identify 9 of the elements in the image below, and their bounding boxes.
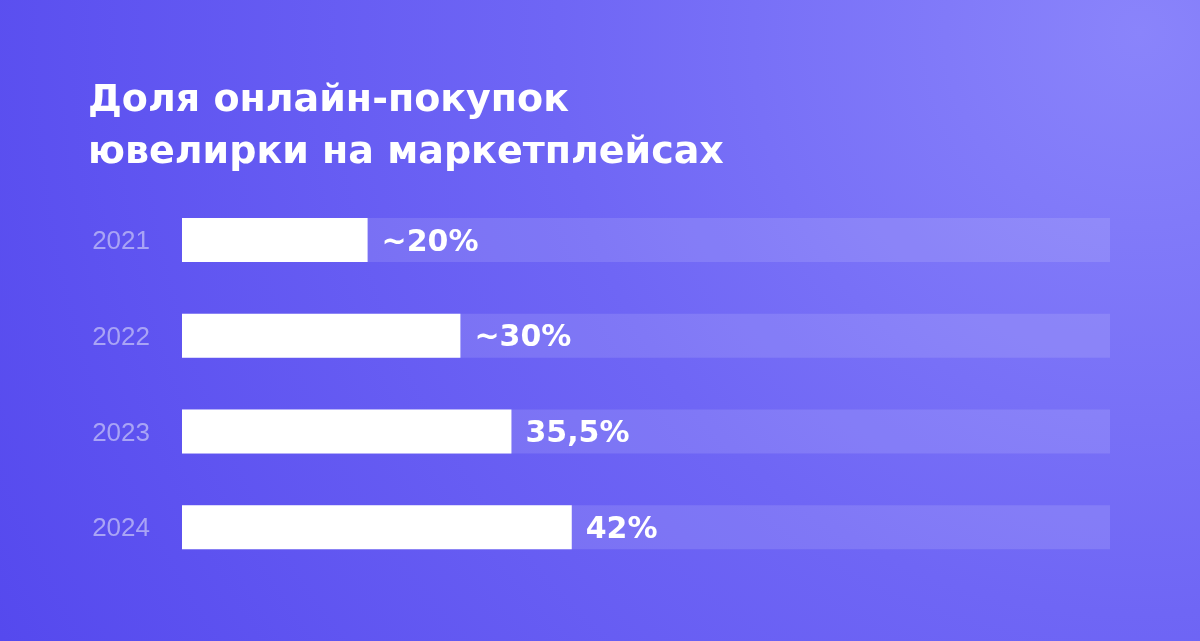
y-tick-label: 2022: [92, 320, 150, 351]
y-tick-label: 2024: [92, 512, 150, 543]
data-label: ~20%: [381, 222, 479, 258]
data-label: ~30%: [474, 318, 572, 354]
y-tick-label: 2021: [92, 225, 150, 256]
data-label: 35,5%: [525, 414, 630, 450]
chart-title: Доля онлайн-покупок ювелирки на маркетплейсах: [88, 75, 724, 174]
data-label: 42%: [585, 509, 658, 545]
y-tick-label: 2023: [92, 416, 150, 447]
